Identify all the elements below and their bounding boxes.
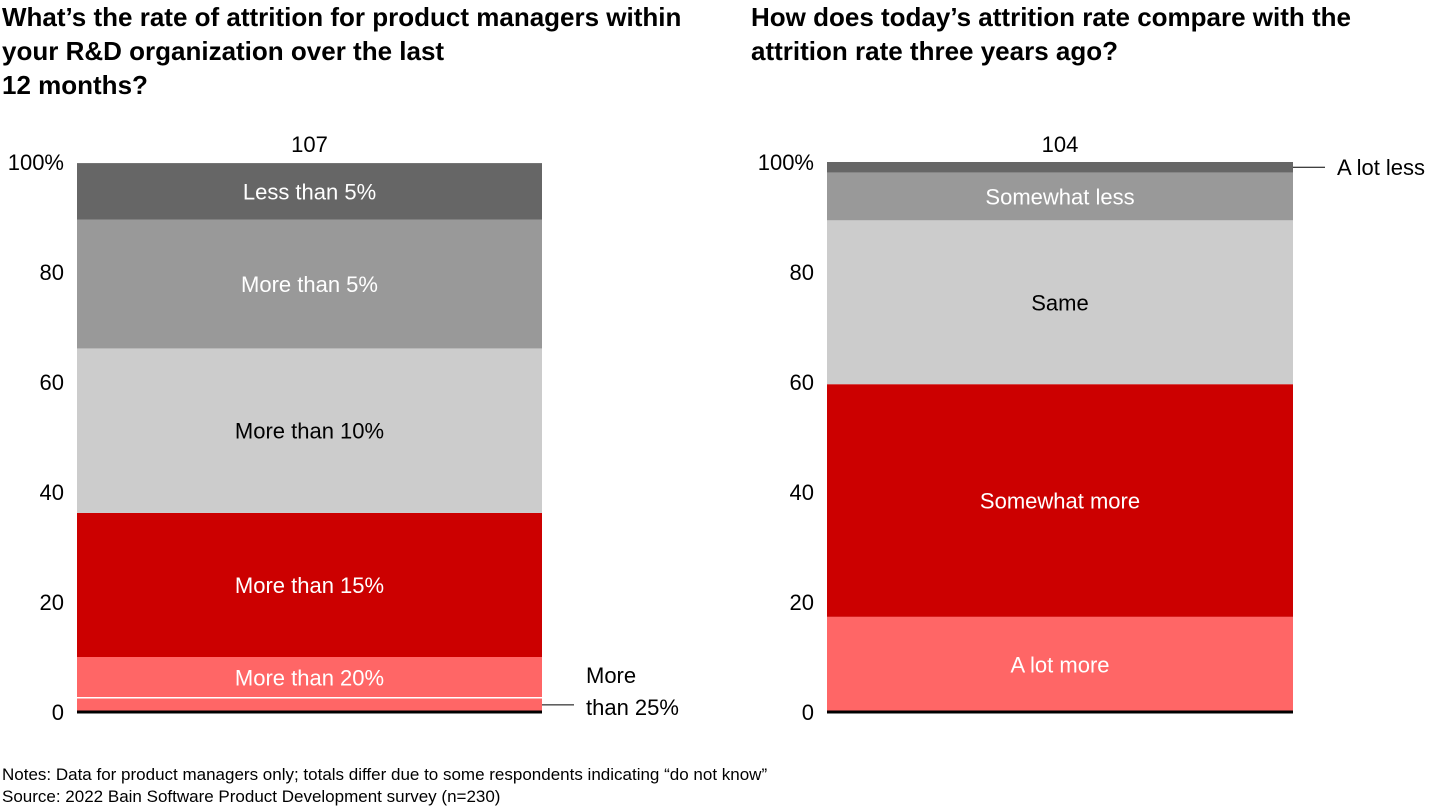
- chart-title-left: What’s the rate of attrition for product…: [2, 2, 682, 100]
- total-label-right: 104: [1042, 132, 1079, 157]
- callout-label-a-lot-less: A lot less: [1337, 155, 1425, 180]
- bar-segment-same: [827, 220, 1293, 385]
- y-tick-label-left: 100%: [8, 150, 64, 175]
- y-tick-label-left: 20: [40, 590, 64, 615]
- y-tick-label-left: 80: [40, 260, 64, 285]
- bar-segment-a-lot-more: [827, 616, 1293, 712]
- chart-title-right: How does today’s attrition rate compare …: [751, 2, 1352, 66]
- callout-label-more-than-25: More: [586, 663, 636, 688]
- bar-segment-more-than-10: [77, 348, 542, 513]
- segment-label-more-than-15: More than 15%: [235, 573, 384, 598]
- segment-label-same: Same: [1031, 290, 1088, 315]
- y-tick-label-left: 60: [40, 370, 64, 395]
- y-tick-label-right: 20: [790, 590, 814, 615]
- segment-label-a-lot-more: A lot more: [1010, 652, 1109, 677]
- segment-label-more-than-10: More than 10%: [235, 419, 384, 444]
- y-tick-label-right: 80: [790, 260, 814, 285]
- y-tick-label-right: 40: [790, 480, 814, 505]
- chart-notes: Notes: Data for product managers only; t…: [2, 765, 768, 784]
- bar-segment-somewhat-more: [827, 384, 1293, 617]
- total-label-left: 107: [291, 132, 328, 157]
- y-tick-label-left: 0: [52, 700, 64, 725]
- y-tick-label-left: 40: [40, 480, 64, 505]
- y-tick-label-right: 0: [802, 700, 814, 725]
- y-tick-label-right: 100%: [758, 150, 814, 175]
- segment-label-more-than-20: More than 20%: [235, 665, 384, 690]
- bar-segment-more-than-5: [77, 219, 542, 349]
- y-tick-label-right: 60: [790, 370, 814, 395]
- bar-segment-less-than-5: [77, 163, 542, 220]
- segment-label-more-than-5: More than 5%: [241, 272, 378, 297]
- segment-label-somewhat-more: Somewhat more: [980, 489, 1140, 514]
- segment-label-less-than-5: Less than 5%: [243, 179, 376, 204]
- bar-segment-more-than-25: [77, 697, 542, 712]
- bar-segment-more-than-20: [77, 657, 542, 698]
- bar-segment-somewhat-less: [827, 172, 1293, 221]
- callout-label-more-than-25: than 25%: [586, 695, 679, 720]
- bar-segment-more-than-15: [77, 512, 542, 657]
- segment-label-somewhat-less: Somewhat less: [985, 184, 1134, 209]
- chart-source: Source: 2022 Bain Software Product Devel…: [2, 787, 501, 806]
- bar-segment-a-lot-less: [827, 162, 1293, 173]
